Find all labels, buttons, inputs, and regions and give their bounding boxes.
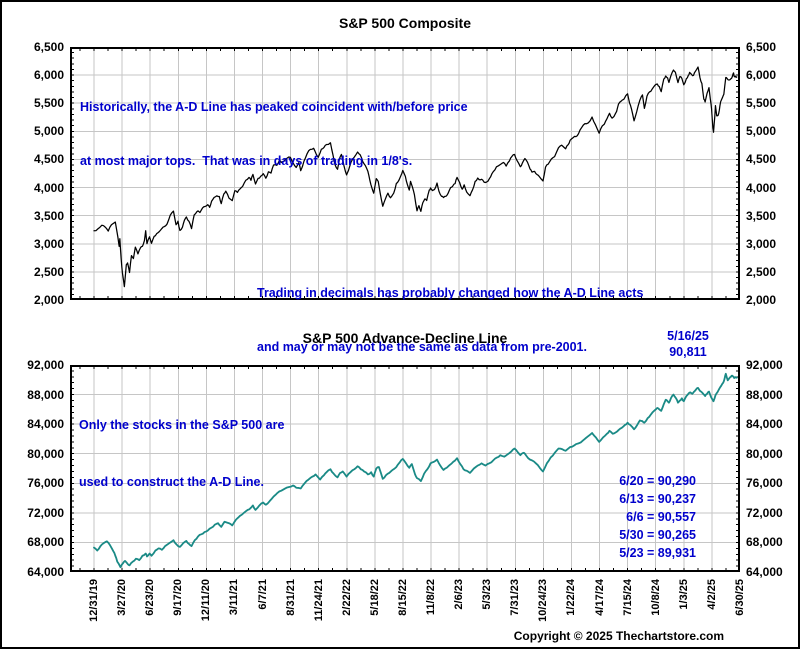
y-axis-label-left: 5,500	[33, 96, 64, 111]
x-axis-label: 4/17/24	[593, 579, 606, 616]
y-axis-label-left: 2,500	[33, 264, 64, 279]
sp500-plot-area	[70, 47, 740, 300]
x-axis-label: 5/3/23	[481, 579, 494, 610]
top-chart-title: S&P 500 Composite	[338, 15, 471, 31]
y-axis-label-right: 88,000	[746, 387, 783, 402]
y-axis-label-left: 84,000	[27, 417, 64, 432]
x-axis-label: 5/18/22	[368, 579, 381, 616]
y-axis-label-left: 72,000	[27, 505, 64, 520]
sp500-price-line	[93, 66, 738, 288]
annotation-line: Trading in decimals has probably changed…	[257, 286, 644, 300]
annotation-line: Only the stocks in the S&P 500 are	[79, 418, 285, 432]
ad-data-label: 6/6 = 90,557	[626, 510, 696, 524]
y-axis-label-right: 2,500	[746, 264, 777, 279]
y-axis-label-right: 76,000	[746, 476, 783, 491]
y-axis-label-left: 6,500	[33, 40, 64, 54]
y-axis-label-left: 80,000	[27, 446, 64, 461]
top-annotation-2: Trading in decimals has probably changed…	[257, 248, 643, 392]
y-axis-label-left: 64,000	[27, 565, 64, 579]
x-axis-label: 10/24/23	[537, 579, 550, 622]
bottom-chart-title: S&P 500 Advance-Decline Line	[302, 330, 508, 346]
sp500-chart-svg	[70, 47, 740, 300]
y-axis-label-right: 64,000	[746, 565, 783, 579]
x-axis-label: 2/6/23	[453, 579, 466, 610]
top-annotation-1: Historically, the A-D Line has peaked co…	[80, 62, 468, 206]
y-axis-label-right: 72,000	[746, 505, 783, 520]
annotation-line: and may or may not be the same as data f…	[257, 340, 587, 354]
y-axis-label-left: 88,000	[27, 387, 64, 402]
y-axis-label-right: 5,500	[746, 96, 777, 111]
y-axis-label-left: 6,000	[33, 68, 64, 83]
x-axis-label: 3/27/20	[116, 579, 129, 616]
y-axis-label-right: 84,000	[746, 417, 783, 432]
y-axis-label-right: 92,000	[746, 358, 783, 372]
x-axis-label: 12/11/20	[200, 579, 213, 622]
x-axis-label: 4/2/25	[705, 579, 718, 610]
y-axis-label-right: 3,000	[746, 236, 777, 251]
x-axis-label: 9/17/20	[172, 579, 185, 616]
advance-decline-line	[93, 372, 738, 569]
x-axis-label: 11/24/21	[312, 579, 325, 622]
annotation-line: used to construct the A-D Line.	[79, 475, 264, 489]
y-axis-label-right: 5,000	[746, 124, 777, 139]
x-axis-label: 12/31/19	[88, 579, 100, 622]
y-axis-label-right: 68,000	[746, 535, 783, 550]
x-axis-label: 10/8/24	[649, 579, 662, 616]
ad-line-plot-area	[70, 365, 740, 572]
x-axis-label: 6/30/25	[734, 579, 746, 616]
ad-data-label: 6/20 = 90,290	[619, 474, 696, 488]
y-axis-label-right: 6,500	[746, 40, 777, 54]
ad-data-label: 5/30 = 90,265	[619, 528, 696, 542]
ad-data-label: 5/23 = 89,931	[619, 546, 696, 560]
bottom-annotation: Only the stocks in the S&P 500 are used …	[79, 378, 284, 530]
y-axis-label-left: 92,000	[27, 358, 64, 372]
x-axis-label: 3/11/21	[228, 579, 241, 616]
y-axis-label-left: 4,000	[33, 180, 64, 195]
annotation-line: Historically, the A-D Line has peaked co…	[80, 100, 468, 114]
y-axis-label-right: 80,000	[746, 446, 783, 461]
ad-data-label: 6/13 = 90,237	[619, 492, 696, 506]
ad-line-chart-svg	[70, 365, 740, 572]
x-axis-label: 8/31/21	[284, 579, 297, 616]
y-axis-label-left: 5,000	[33, 124, 64, 139]
x-axis-label: 6/7/21	[256, 579, 269, 610]
x-axis-label: 11/8/22	[425, 579, 438, 616]
y-axis-label-right: 6,000	[746, 68, 777, 83]
y-axis-label-left: 3,500	[33, 208, 64, 223]
x-axis-label: 7/31/23	[509, 579, 522, 616]
y-axis-label-left: 4,500	[33, 152, 64, 167]
x-axis-label: 8/15/22	[396, 579, 409, 616]
copyright-text: Copyright © 2025 Thechartstore.com	[513, 629, 724, 643]
ad-line-peak-label: 5/16/25 90,811	[630, 328, 746, 360]
x-axis-label: 6/23/20	[144, 579, 157, 616]
x-axis-label: 7/15/24	[621, 579, 634, 616]
x-axis-label: 1/3/25	[677, 579, 690, 610]
peak-value: 90,811	[669, 345, 707, 359]
y-axis-label-right: 4,000	[746, 180, 777, 195]
plot-border	[70, 47, 740, 300]
ad-line-recent-values: 6/20 = 90,290 6/13 = 90,237 6/6 = 90,557 5/…	[619, 472, 696, 562]
y-axis-label-left: 2,000	[33, 293, 64, 307]
y-axis-label-left: 3,000	[33, 236, 64, 251]
annotation-line: at most major tops. That was in days of …	[80, 154, 413, 168]
peak-date: 5/16/25	[667, 329, 709, 343]
y-axis-label-left: 76,000	[27, 476, 64, 491]
x-axis-label: 1/22/24	[565, 579, 578, 616]
x-axis-label: 2/22/22	[340, 579, 353, 616]
y-axis-label-right: 3,500	[746, 208, 777, 223]
y-axis-label-right: 2,000	[746, 293, 777, 307]
y-axis-label-right: 4,500	[746, 152, 777, 167]
plot-border	[70, 365, 740, 572]
y-axis-label-left: 68,000	[27, 535, 64, 550]
